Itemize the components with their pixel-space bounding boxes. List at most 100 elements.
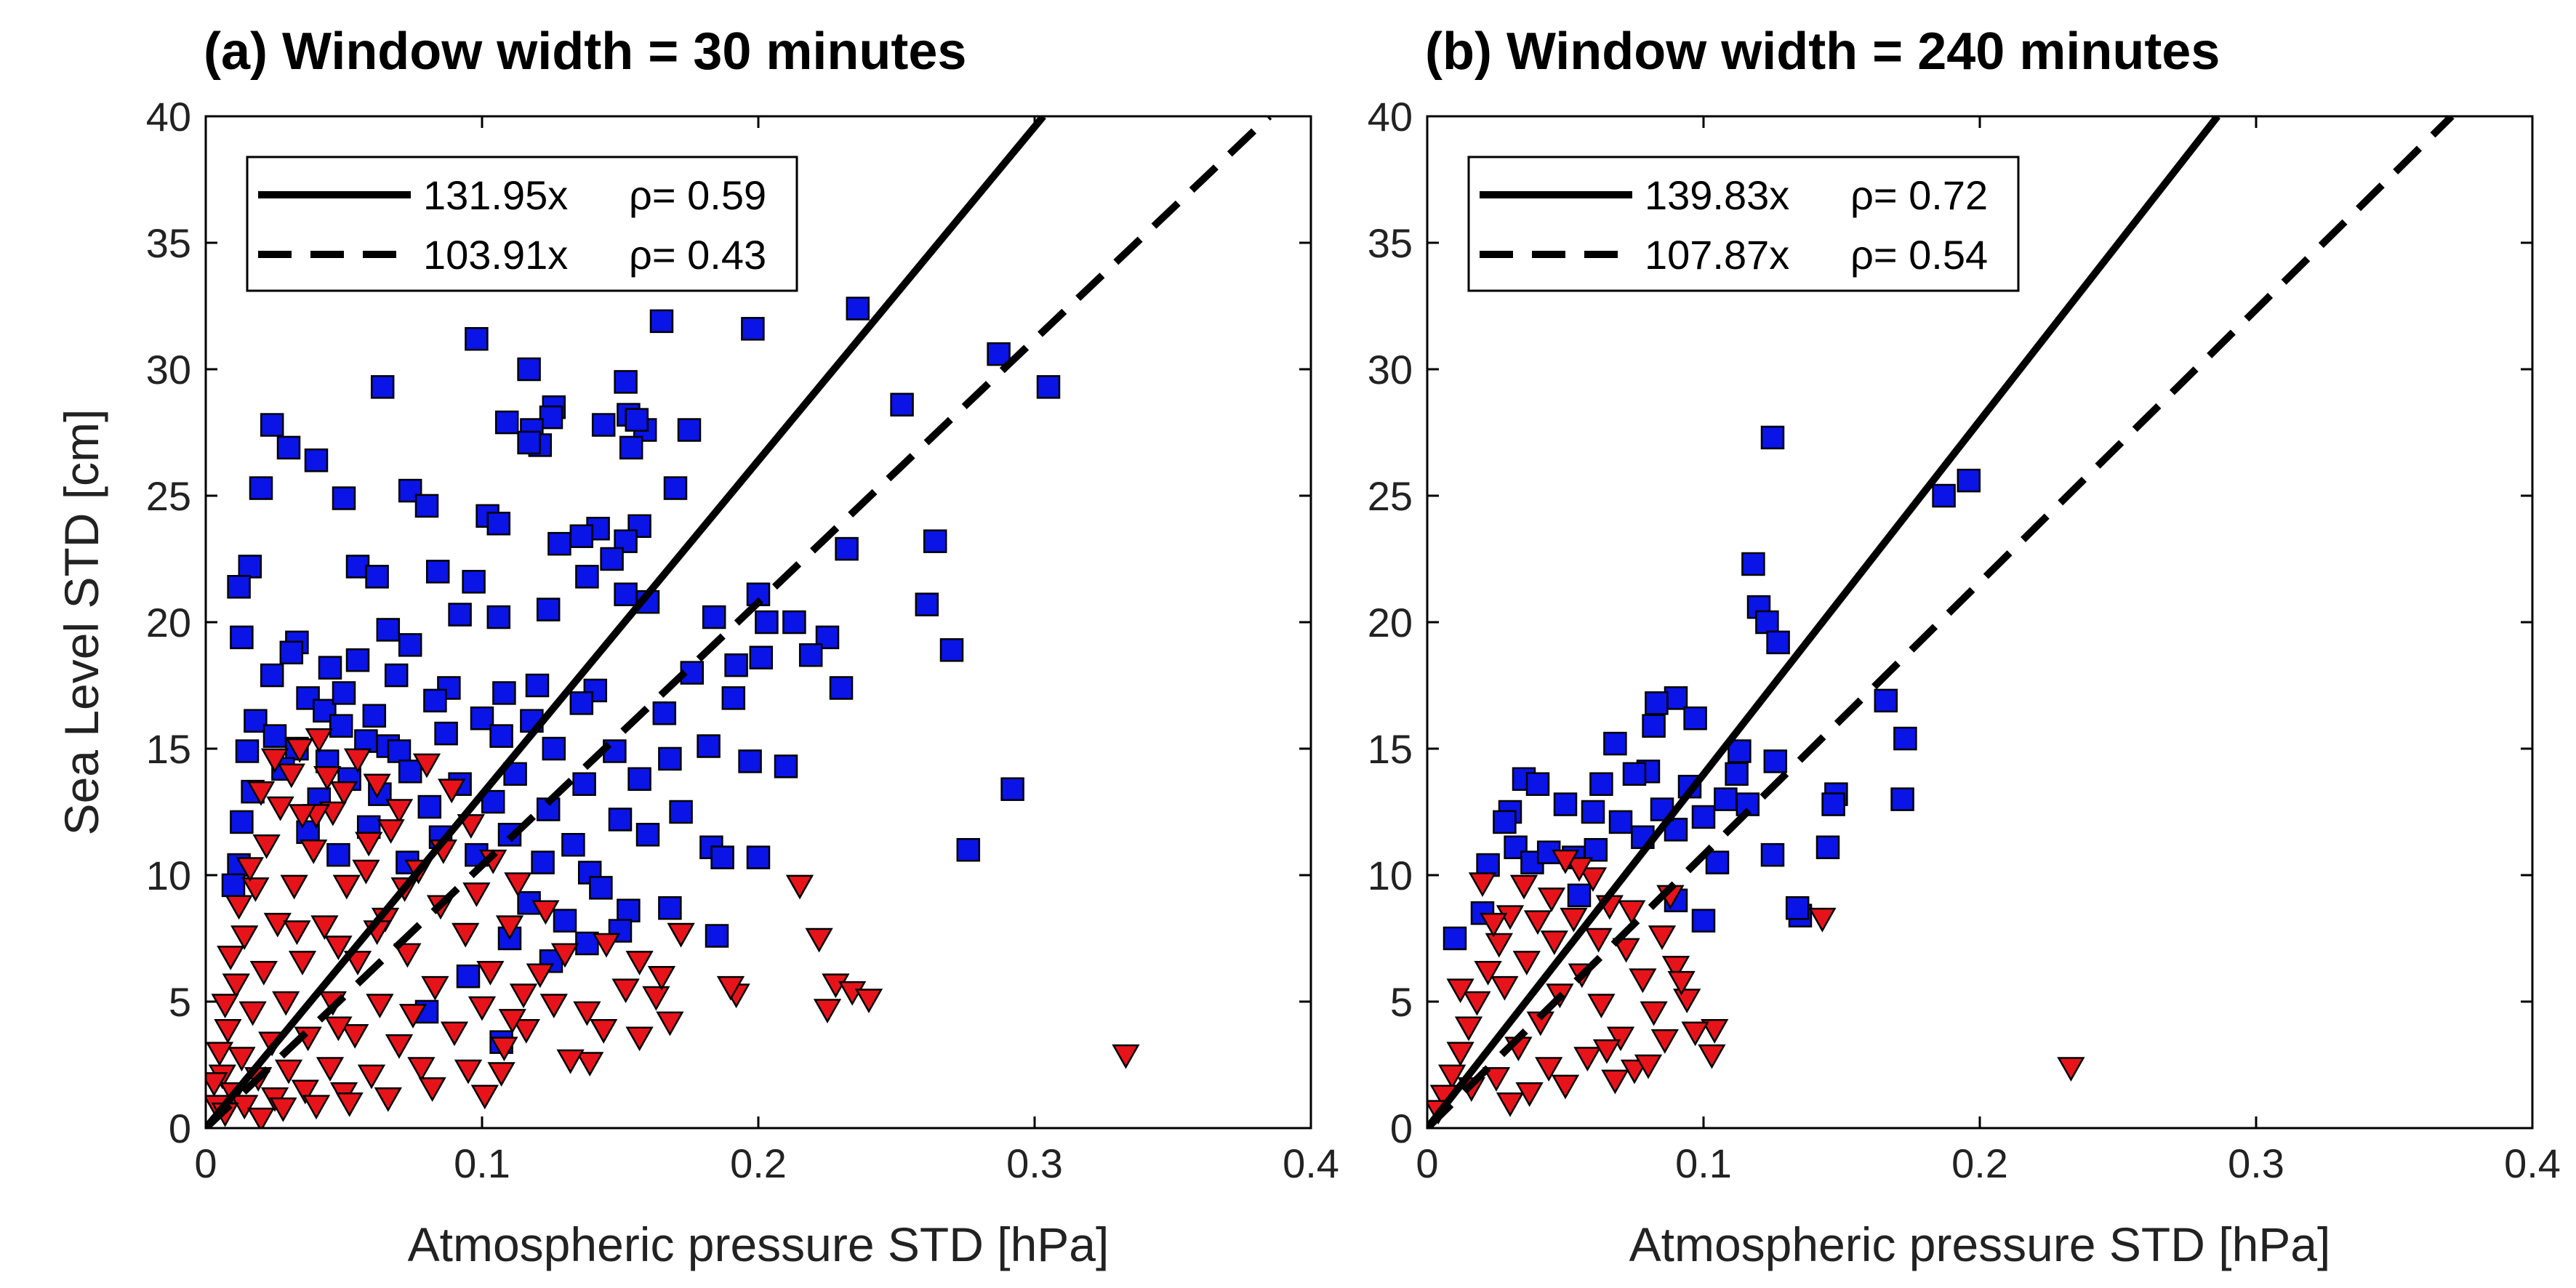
panel-a-y-tick-label: 15 <box>146 726 191 772</box>
panel-a-triangle-point <box>263 912 292 938</box>
panel-a-square-point <box>456 964 481 989</box>
panel-a-triangle-point <box>716 975 745 1001</box>
panel-a-square-point <box>414 494 439 518</box>
panel-a-y-tick-label: 30 <box>146 347 191 393</box>
panel-a-triangle-point <box>260 748 289 773</box>
panel-a-triangle-point <box>476 960 505 986</box>
panel-a-triangle-point <box>495 915 524 941</box>
panel-a-triangle-point <box>785 874 814 900</box>
panel-b-fit-line-dashed <box>1427 116 2455 1128</box>
panel-a-square-point <box>517 430 541 455</box>
panel-a-triangle-point <box>300 839 328 864</box>
panel-b-x-tick-label: 0.1 <box>1675 1140 1732 1186</box>
panel-b-triangle-point <box>1587 994 1616 1019</box>
panel-b-triangle-point <box>1485 933 1513 958</box>
panel-b-legend-slope-2: 107.87x <box>1645 232 1789 278</box>
panel-b-y-tick-label: 10 <box>1368 853 1413 898</box>
panel-a-square-point <box>304 448 329 472</box>
panel-a-triangle-point <box>366 994 394 1019</box>
panel-a-x-tick-label: 0.1 <box>454 1140 510 1186</box>
panel-a-square-point <box>738 749 762 773</box>
panel-a-square-point <box>465 326 489 351</box>
panel-a-square-point <box>705 924 729 948</box>
panel-b-x-tick-label: 0 <box>1416 1140 1438 1186</box>
panel-a-square-point <box>774 754 798 778</box>
panel-a-triangle-point <box>206 1042 234 1067</box>
panel-b-y-tick-label: 15 <box>1368 726 1413 772</box>
panel-b-triangle-point <box>1584 927 1613 953</box>
panel-a-triangle-point <box>225 895 253 920</box>
panel-b-triangle-point <box>1490 975 1519 1001</box>
panel-a-triangle-point <box>412 753 441 778</box>
panel-b-y-tick-label: 0 <box>1390 1106 1413 1151</box>
panel-a-square-point <box>462 570 486 594</box>
panel-b-triangle-point <box>1648 925 1677 951</box>
panel-a-legend-slope-2: 103.91x <box>423 232 568 278</box>
panel-b: (b) Window width = 240 minutes 0 0.1 0.2 0.… <box>1368 23 2561 1271</box>
panel-a-triangle-point <box>504 872 532 897</box>
panel-a-square-point <box>332 681 356 705</box>
panel-a-square-point <box>782 610 806 635</box>
panel-b-triangle-point <box>1661 956 1690 981</box>
panel-b-square-point <box>1581 800 1605 824</box>
panel-a-square-point <box>230 625 254 650</box>
panel-a-square-point <box>470 706 494 730</box>
panel-a-x-tick-label: 0.2 <box>730 1140 787 1186</box>
panel-a-square-point <box>329 714 353 738</box>
panel-a-square-point <box>249 476 273 500</box>
panel-b-triangle-point <box>1540 930 1568 956</box>
panel-a-square-point <box>486 605 511 629</box>
panel-a-square-point <box>608 808 633 832</box>
panel-b-square-point <box>1645 691 1669 715</box>
panel-a-square-point <box>798 643 823 667</box>
panel-a-triangle-point <box>625 1026 654 1052</box>
panel-a-triangle-point <box>550 943 579 968</box>
panel-b-fit-line-solid <box>1427 116 2220 1128</box>
panel-b-triangle-point <box>1601 1069 1629 1095</box>
panel-a-square-point <box>230 810 254 834</box>
panel-b-square-point <box>1476 853 1500 877</box>
panel-b-square-point <box>1932 483 1956 508</box>
panel-a-triangle-point <box>269 1097 297 1122</box>
panel-a-triangle-point <box>490 1037 518 1062</box>
panel-a-square-point <box>260 663 284 688</box>
panel-a-triangle-point <box>647 965 676 991</box>
panel-a-triangle-point <box>277 763 305 789</box>
panel-a-title: (a) Window width = 30 minutes <box>204 23 966 81</box>
panel-a-square-point <box>724 653 748 677</box>
panel-a-y-tick-label: 40 <box>146 94 191 140</box>
panel-a-triangle-point <box>576 1052 604 1077</box>
panel-a-marks <box>206 297 1140 1128</box>
panel-b-triangle-point <box>1482 1067 1511 1092</box>
panel-a-x-axis-label: Atmospheric pressure STD [hPa] <box>408 1217 1110 1271</box>
panel-b-square-point <box>1691 909 1716 933</box>
panel-a-triangle-point <box>332 874 361 900</box>
panel-a-triangle-point <box>228 1047 256 1072</box>
panel-a-triangle-point <box>341 1023 369 1049</box>
panel-b-square-point <box>1443 926 1467 951</box>
panel-a-y-tick-label: 10 <box>146 853 191 898</box>
panel-b-fit-lines <box>1427 116 2455 1128</box>
panel-a-triangle-point <box>468 996 497 1021</box>
panel-a-square-point <box>939 638 964 662</box>
panel-a-triangle-point <box>498 1009 526 1034</box>
panel-b-square-point <box>1589 772 1613 796</box>
panel-a-triangle-point <box>352 859 380 885</box>
panel-a-square-point <box>890 393 914 416</box>
panel-b-y-tick-label: 25 <box>1368 473 1413 519</box>
panel-a-triangle-point <box>355 832 383 857</box>
panel-b-triangle-point <box>1667 970 1696 996</box>
panel-b-triangle-point <box>1629 968 1657 994</box>
panel-b-x-tick-label: 0.3 <box>2228 1140 2284 1186</box>
panel-b-triangle-point <box>1509 874 1538 900</box>
panel-b-y-tick-label: 20 <box>1368 600 1413 645</box>
panel-b-square-point <box>1714 787 1738 811</box>
panel-a-y-tick-label: 5 <box>169 979 191 1025</box>
panel-b-triangle-point <box>1673 989 1701 1014</box>
panel-b-legend-slope-1: 139.83x <box>1645 172 1789 218</box>
panel-a-square-point <box>589 876 613 900</box>
panel-a-square-point <box>542 736 566 761</box>
panel-b-triangle-point <box>1454 1016 1483 1042</box>
panel-a-triangle-point <box>252 834 281 859</box>
